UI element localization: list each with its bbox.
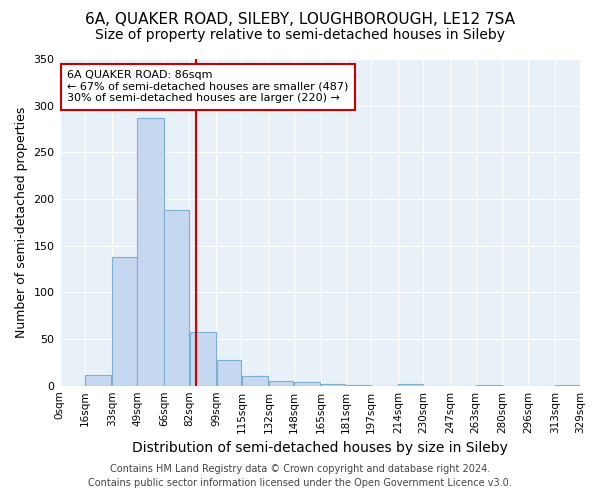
Bar	[346, 384, 371, 386]
Bar	[476, 384, 502, 386]
Bar	[321, 384, 346, 386]
Text: 6A QUAKER ROAD: 86sqm
← 67% of semi-detached houses are smaller (487)
30% of sem: 6A QUAKER ROAD: 86sqm ← 67% of semi-deta…	[67, 70, 349, 103]
Bar	[269, 381, 293, 386]
Text: Contains HM Land Registry data © Crown copyright and database right 2024.
Contai: Contains HM Land Registry data © Crown c…	[88, 464, 512, 487]
Bar	[398, 384, 423, 386]
Text: Size of property relative to semi-detached houses in Sileby: Size of property relative to semi-detach…	[95, 28, 505, 42]
Bar	[85, 376, 112, 386]
Text: 6A, QUAKER ROAD, SILEBY, LOUGHBOROUGH, LE12 7SA: 6A, QUAKER ROAD, SILEBY, LOUGHBOROUGH, L…	[85, 12, 515, 28]
Bar	[555, 384, 580, 386]
Bar	[294, 382, 320, 386]
Bar	[112, 257, 137, 386]
Bar	[137, 118, 164, 386]
Bar	[217, 360, 241, 386]
X-axis label: Distribution of semi-detached houses by size in Sileby: Distribution of semi-detached houses by …	[132, 441, 508, 455]
Y-axis label: Number of semi-detached properties: Number of semi-detached properties	[15, 106, 28, 338]
Bar	[242, 376, 268, 386]
Bar	[190, 332, 216, 386]
Bar	[164, 210, 189, 386]
